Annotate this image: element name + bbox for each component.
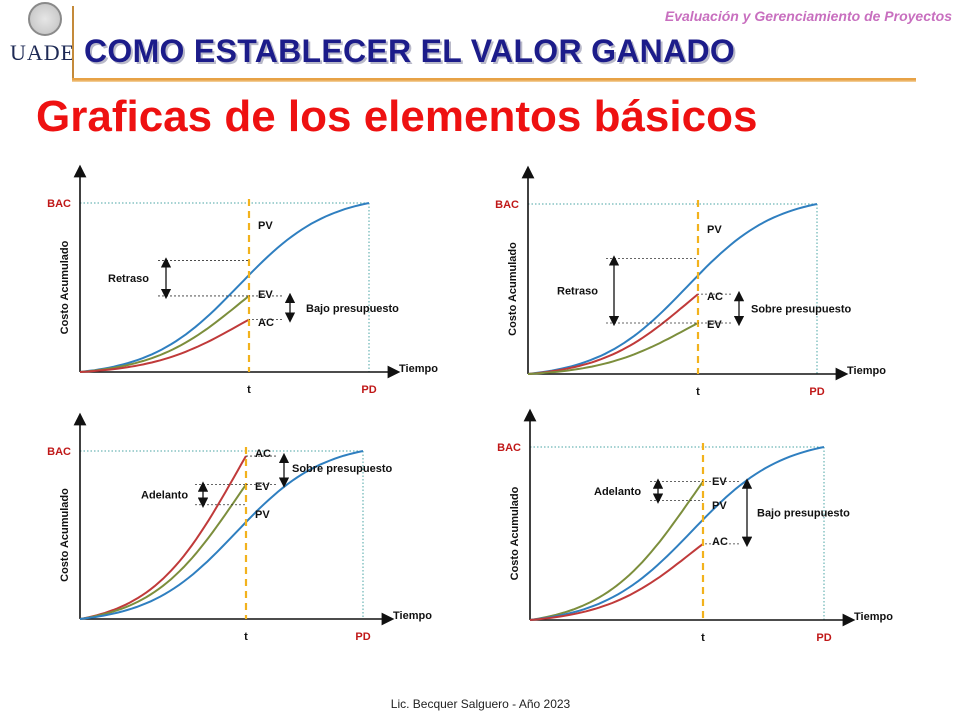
pd-tick-label: PD — [816, 632, 831, 644]
pd-tick-label: PD — [809, 386, 824, 398]
chart-panel-top-left: Costo Acumulado Tiempo BAC t PD PV EV AC Retraso… — [47, 164, 438, 396]
y-axis-label: Costo Acumulado — [509, 486, 521, 580]
slide-title: COMO ESTABLECER EL VALOR GANADO — [84, 33, 736, 69]
bac-tick-label: BAC — [497, 442, 521, 454]
annotation-label: Retraso — [557, 286, 598, 298]
annotation-label: Sobre presupuesto — [292, 463, 393, 475]
x-axis-label: Tiempo — [399, 363, 438, 375]
t-tick-label: t — [244, 631, 248, 643]
series-ev-line — [527, 322, 699, 375]
series-ac-line — [79, 318, 250, 373]
bac-tick-label: BAC — [495, 199, 519, 211]
x-axis-label: Tiempo — [847, 365, 886, 377]
pd-tick-label: PD — [361, 384, 376, 396]
series-ev-line — [79, 295, 250, 373]
bac-tick-label: BAC — [47, 446, 71, 458]
series-ev-label: EV — [712, 476, 727, 488]
series-ac-line — [527, 293, 699, 375]
series-pv-line — [529, 446, 825, 621]
series-pv-label: PV — [255, 509, 270, 521]
series-pv-line — [79, 450, 364, 620]
x-axis-label: Tiempo — [854, 611, 893, 623]
series-ev-label: EV — [255, 481, 270, 493]
y-axis-label: Costo Acumulado — [59, 240, 71, 334]
annotation-label: Adelanto — [141, 490, 188, 502]
x-axis-label: Tiempo — [393, 610, 432, 622]
series-pv-label: PV — [707, 224, 722, 236]
series-ac-line — [529, 543, 704, 621]
chart-panel-bottom-right: Costo Acumulado Tiempo BAC t PD EV PV AC Adelant… — [497, 408, 893, 644]
uade-logo: UADE — [6, 2, 74, 72]
annotation-label: Bajo presupuesto — [757, 508, 850, 520]
series-ev-label: EV — [258, 289, 273, 301]
series-pv-label: PV — [258, 220, 273, 232]
series-ev-label: EV — [707, 319, 722, 331]
bac-tick-label: BAC — [47, 198, 71, 210]
t-tick-label: t — [696, 386, 700, 398]
annotation-label: Adelanto — [594, 486, 641, 498]
series-ac-label: AC — [712, 536, 728, 548]
series-ev-line — [529, 481, 704, 621]
series-ac-line — [79, 455, 247, 620]
title-rule — [72, 78, 916, 82]
series-pv-line — [527, 203, 818, 375]
chart-panel-bottom-left: Costo Acumulado Tiempo BAC t PD AC EV PV Adelant… — [47, 412, 432, 643]
series-ev-line — [79, 484, 247, 620]
y-axis-label: Costo Acumulado — [507, 242, 519, 336]
logo-text: UADE — [10, 40, 76, 65]
y-axis-label: Costo Acumulado — [59, 488, 71, 582]
series-ac-label: AC — [255, 448, 271, 460]
university-seal-icon — [28, 2, 62, 36]
pd-tick-label: PD — [355, 631, 370, 643]
annotation-label: Bajo presupuesto — [306, 303, 399, 315]
footer-text: Lic. Becquer Salguero - Año 2023 — [390, 697, 571, 711]
series-pv-label: PV — [712, 500, 727, 512]
t-tick-label: t — [701, 632, 705, 644]
series-ac-label: AC — [707, 291, 723, 303]
chart-panel-top-right: Costo Acumulado Tiempo BAC t PD PV AC EV Retraso… — [495, 165, 886, 398]
annotation-label: Retraso — [108, 273, 149, 285]
annotation-label: Sobre presupuesto — [751, 304, 852, 316]
course-name: Evaluación y Gerenciamiento de Proyectos — [664, 8, 952, 24]
t-tick-label: t — [247, 384, 251, 396]
series-pv-line — [79, 202, 370, 373]
series-ac-label: AC — [258, 317, 274, 329]
header-vertical-rule — [72, 6, 74, 82]
slide-subtitle: Graficas de los elementos básicos — [36, 92, 758, 141]
